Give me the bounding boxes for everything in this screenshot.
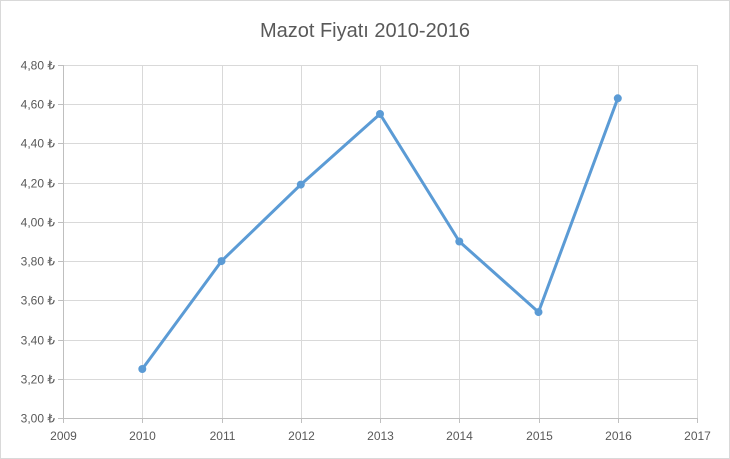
data-point [217, 257, 226, 266]
data-point [534, 308, 543, 317]
y-tick-label: 4,80 ₺ [21, 59, 56, 73]
x-tick-label: 2013 [367, 429, 394, 443]
y-tick-label: 3,20 ₺ [21, 373, 56, 387]
data-point [613, 94, 622, 103]
y-tick-label: 4,40 ₺ [21, 137, 56, 151]
x-tick-label: 2015 [526, 429, 553, 443]
x-tick-label: 2009 [50, 429, 77, 443]
x-tick-label: 2010 [129, 429, 156, 443]
y-tick-labels: 3,00 ₺ 3,20 ₺ 3,40 ₺ 3,60 ₺ 3,80 ₺ 4,00 ₺ 4,20… [21, 59, 56, 426]
data-point [138, 365, 147, 373]
x-tick-label: 2017 [684, 429, 711, 443]
x-tick-labels: 2009 2010 2011 2012 2013 2014 2015 2016 2017 [50, 429, 711, 443]
axes [58, 65, 698, 423]
y-tick-label: 3,00 ₺ [21, 412, 56, 426]
y-tick-label: 3,80 ₺ [21, 255, 56, 269]
gridlines [63, 65, 698, 418]
x-tick-label: 2012 [288, 429, 315, 443]
chart-title: Mazot Fiyatı 2010-2016 [259, 20, 471, 42]
y-tick-label: 3,60 ₺ [21, 294, 56, 308]
data-point [455, 237, 464, 246]
x-tick-label: 2014 [446, 429, 473, 443]
x-tick-label: 2011 [210, 429, 236, 443]
y-tick-label: 4,00 ₺ [21, 216, 56, 230]
series [138, 94, 622, 373]
y-tick-label: 4,20 ₺ [21, 177, 56, 191]
y-tick-label: 4,60 ₺ [21, 98, 56, 112]
data-point [296, 180, 305, 189]
x-tick-label: 2016 [605, 429, 632, 443]
data-point [376, 110, 384, 118]
y-tick-label: 3,40 ₺ [21, 334, 56, 348]
